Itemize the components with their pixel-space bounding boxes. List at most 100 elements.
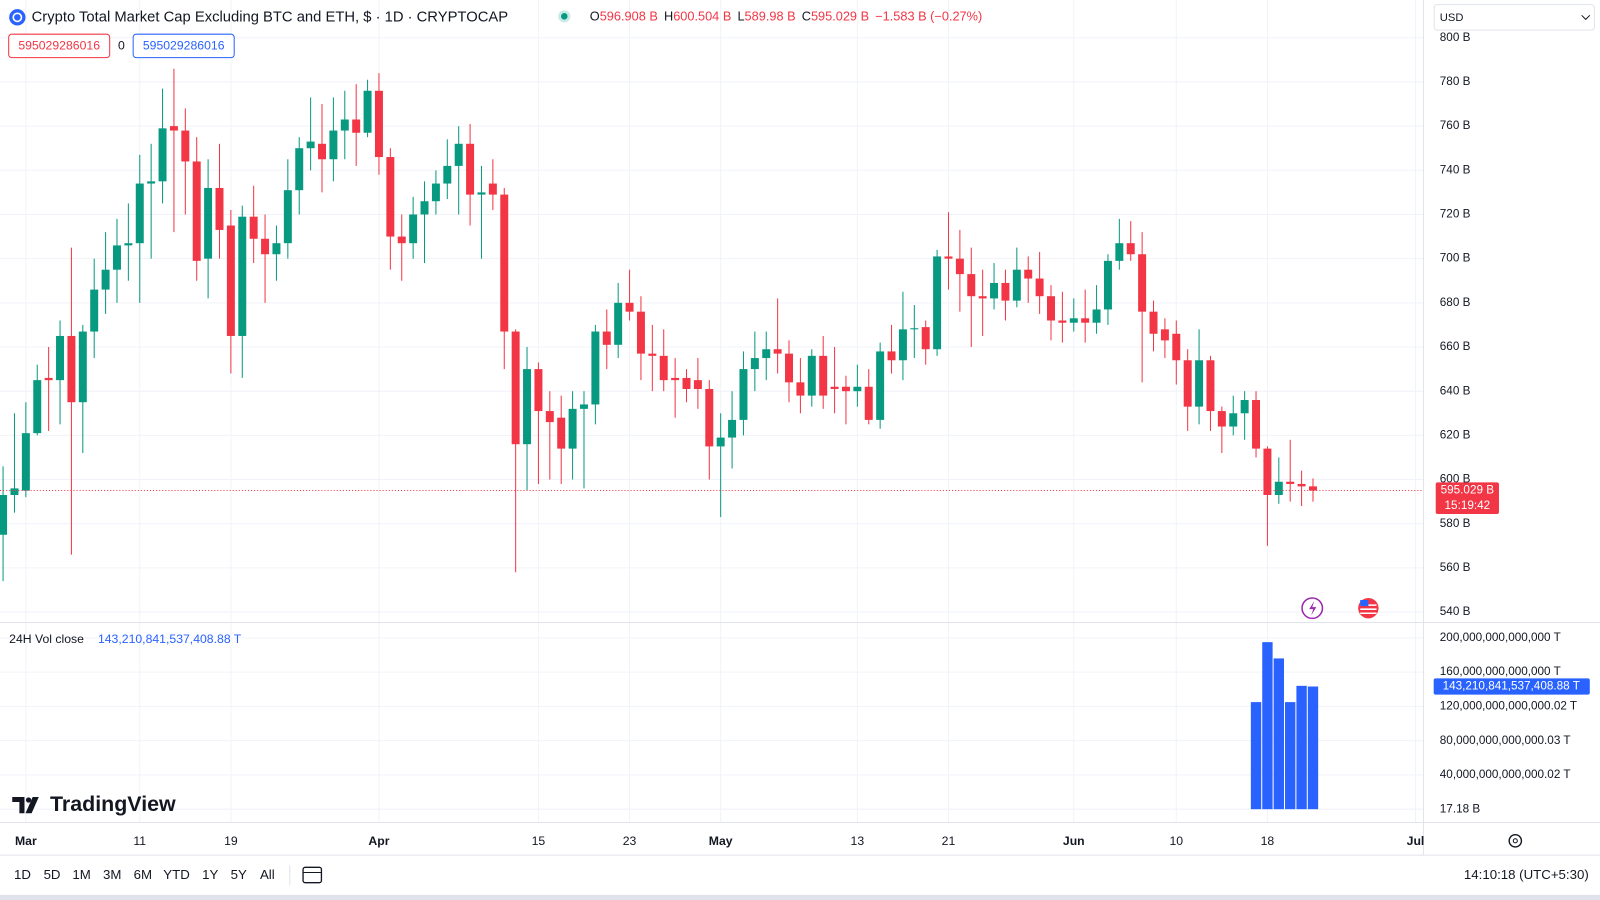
x-tick-label: Jul xyxy=(1407,834,1425,848)
buy-price: 595029286016 xyxy=(143,39,225,53)
x-tick-label: 18 xyxy=(1261,834,1275,848)
candle-body xyxy=(169,126,178,131)
y-tick-label: 640 B xyxy=(1440,384,1471,397)
countdown: 15:19:42 xyxy=(1445,499,1491,512)
candle-body xyxy=(693,380,702,389)
brand-logo: TradingView xyxy=(50,792,176,816)
y-tick-label: 780 B xyxy=(1440,75,1471,88)
candle-body xyxy=(807,355,816,396)
x-tick-label: 15 xyxy=(532,834,546,848)
candle-body xyxy=(1149,311,1158,334)
change: −1.583 B (−0.27%) xyxy=(875,9,982,24)
candle-body xyxy=(147,181,156,184)
volume-title: 24H Vol close xyxy=(9,632,84,646)
candle-body xyxy=(819,355,828,396)
volume-bar xyxy=(1262,642,1273,810)
sell-box[interactable] xyxy=(8,33,111,59)
candle-body xyxy=(1297,483,1306,487)
candle-body xyxy=(1229,413,1238,427)
candle-body xyxy=(545,411,554,423)
candle-body xyxy=(1138,254,1147,312)
buy-box[interactable] xyxy=(132,33,235,59)
candle-body xyxy=(1195,360,1204,407)
y-tick-label: 740 B xyxy=(1440,163,1471,176)
candle-body xyxy=(204,187,213,259)
candle-body xyxy=(1172,333,1181,361)
ohlc-key: C xyxy=(802,9,811,24)
range-button[interactable]: 3M xyxy=(103,867,121,882)
y-tick-label: 17.18 B xyxy=(1440,802,1481,815)
candle-body xyxy=(523,369,532,445)
y-tick-label: 40,000,000,000,000.02 T xyxy=(1440,768,1571,781)
candle-body xyxy=(534,369,543,412)
candle-body xyxy=(1047,296,1055,321)
candle-body xyxy=(705,388,714,447)
candle-body xyxy=(830,386,839,389)
candle-body xyxy=(785,353,794,383)
candle-body xyxy=(431,183,440,202)
x-tick-label: 21 xyxy=(942,834,956,848)
candle-body xyxy=(841,386,850,392)
candle-body xyxy=(488,183,497,195)
chart-title: Crypto Total Market Cap Excluding BTC an… xyxy=(32,9,509,25)
candle-body xyxy=(135,183,144,244)
y-tick-label: 760 B xyxy=(1440,119,1471,132)
candle-body xyxy=(773,349,782,354)
candle-body xyxy=(90,289,99,332)
candle-body xyxy=(682,377,691,389)
range-button[interactable]: 1M xyxy=(72,867,90,882)
candle-body xyxy=(261,238,270,255)
bottom-band xyxy=(0,894,1600,900)
candle-body xyxy=(1217,411,1226,427)
last-price-box xyxy=(1435,482,1499,514)
range-button[interactable]: 6M xyxy=(134,867,152,882)
flag-canton xyxy=(1360,600,1369,607)
candle-body xyxy=(306,141,315,149)
range-button[interactable]: 5D xyxy=(44,867,61,882)
volume-bar xyxy=(1250,702,1262,810)
candle-body xyxy=(1103,260,1112,310)
volume-label-box xyxy=(1433,678,1590,695)
x-tick-label: 11 xyxy=(133,834,146,848)
candle-body xyxy=(1308,486,1317,491)
x-tick-label: 10 xyxy=(1169,834,1183,848)
candle-body xyxy=(898,329,907,361)
range-button[interactable]: All xyxy=(260,867,275,882)
y-tick-label: 560 B xyxy=(1440,561,1471,574)
range-button[interactable]: YTD xyxy=(163,867,190,882)
candle-body xyxy=(0,494,8,535)
settings-icon[interactable] xyxy=(1508,833,1523,848)
candle-body xyxy=(580,404,588,409)
candle-body xyxy=(443,165,452,184)
candle-body xyxy=(1115,243,1124,261)
candle-body xyxy=(500,194,509,332)
range-button[interactable]: 1D xyxy=(14,867,31,882)
volume-bar xyxy=(1296,685,1307,810)
candle-body xyxy=(466,143,475,195)
candle-body xyxy=(1206,360,1215,412)
date-range-icon[interactable] xyxy=(302,866,323,884)
candle-body xyxy=(374,90,383,158)
candle-body xyxy=(921,327,930,350)
candle-body xyxy=(614,302,623,345)
range-button[interactable]: 5Y xyxy=(231,867,247,882)
settings-hub xyxy=(1512,838,1518,844)
candle-body xyxy=(739,369,748,420)
candle-body xyxy=(283,190,292,244)
currency-select[interactable] xyxy=(1433,4,1595,31)
currency-label: USD xyxy=(1440,12,1464,24)
ohlc-key: H xyxy=(664,9,673,24)
x-tick-label: Apr xyxy=(368,834,389,848)
candle-body xyxy=(226,225,235,336)
candle-body xyxy=(910,328,919,330)
candle-body xyxy=(363,90,372,133)
candle-body xyxy=(648,353,657,356)
range-button[interactable]: 1Y xyxy=(202,867,218,882)
candle-body xyxy=(990,282,999,299)
candle-body xyxy=(671,377,680,381)
candle-body xyxy=(181,130,190,162)
candle-body xyxy=(124,243,133,246)
candle-body xyxy=(864,386,873,420)
